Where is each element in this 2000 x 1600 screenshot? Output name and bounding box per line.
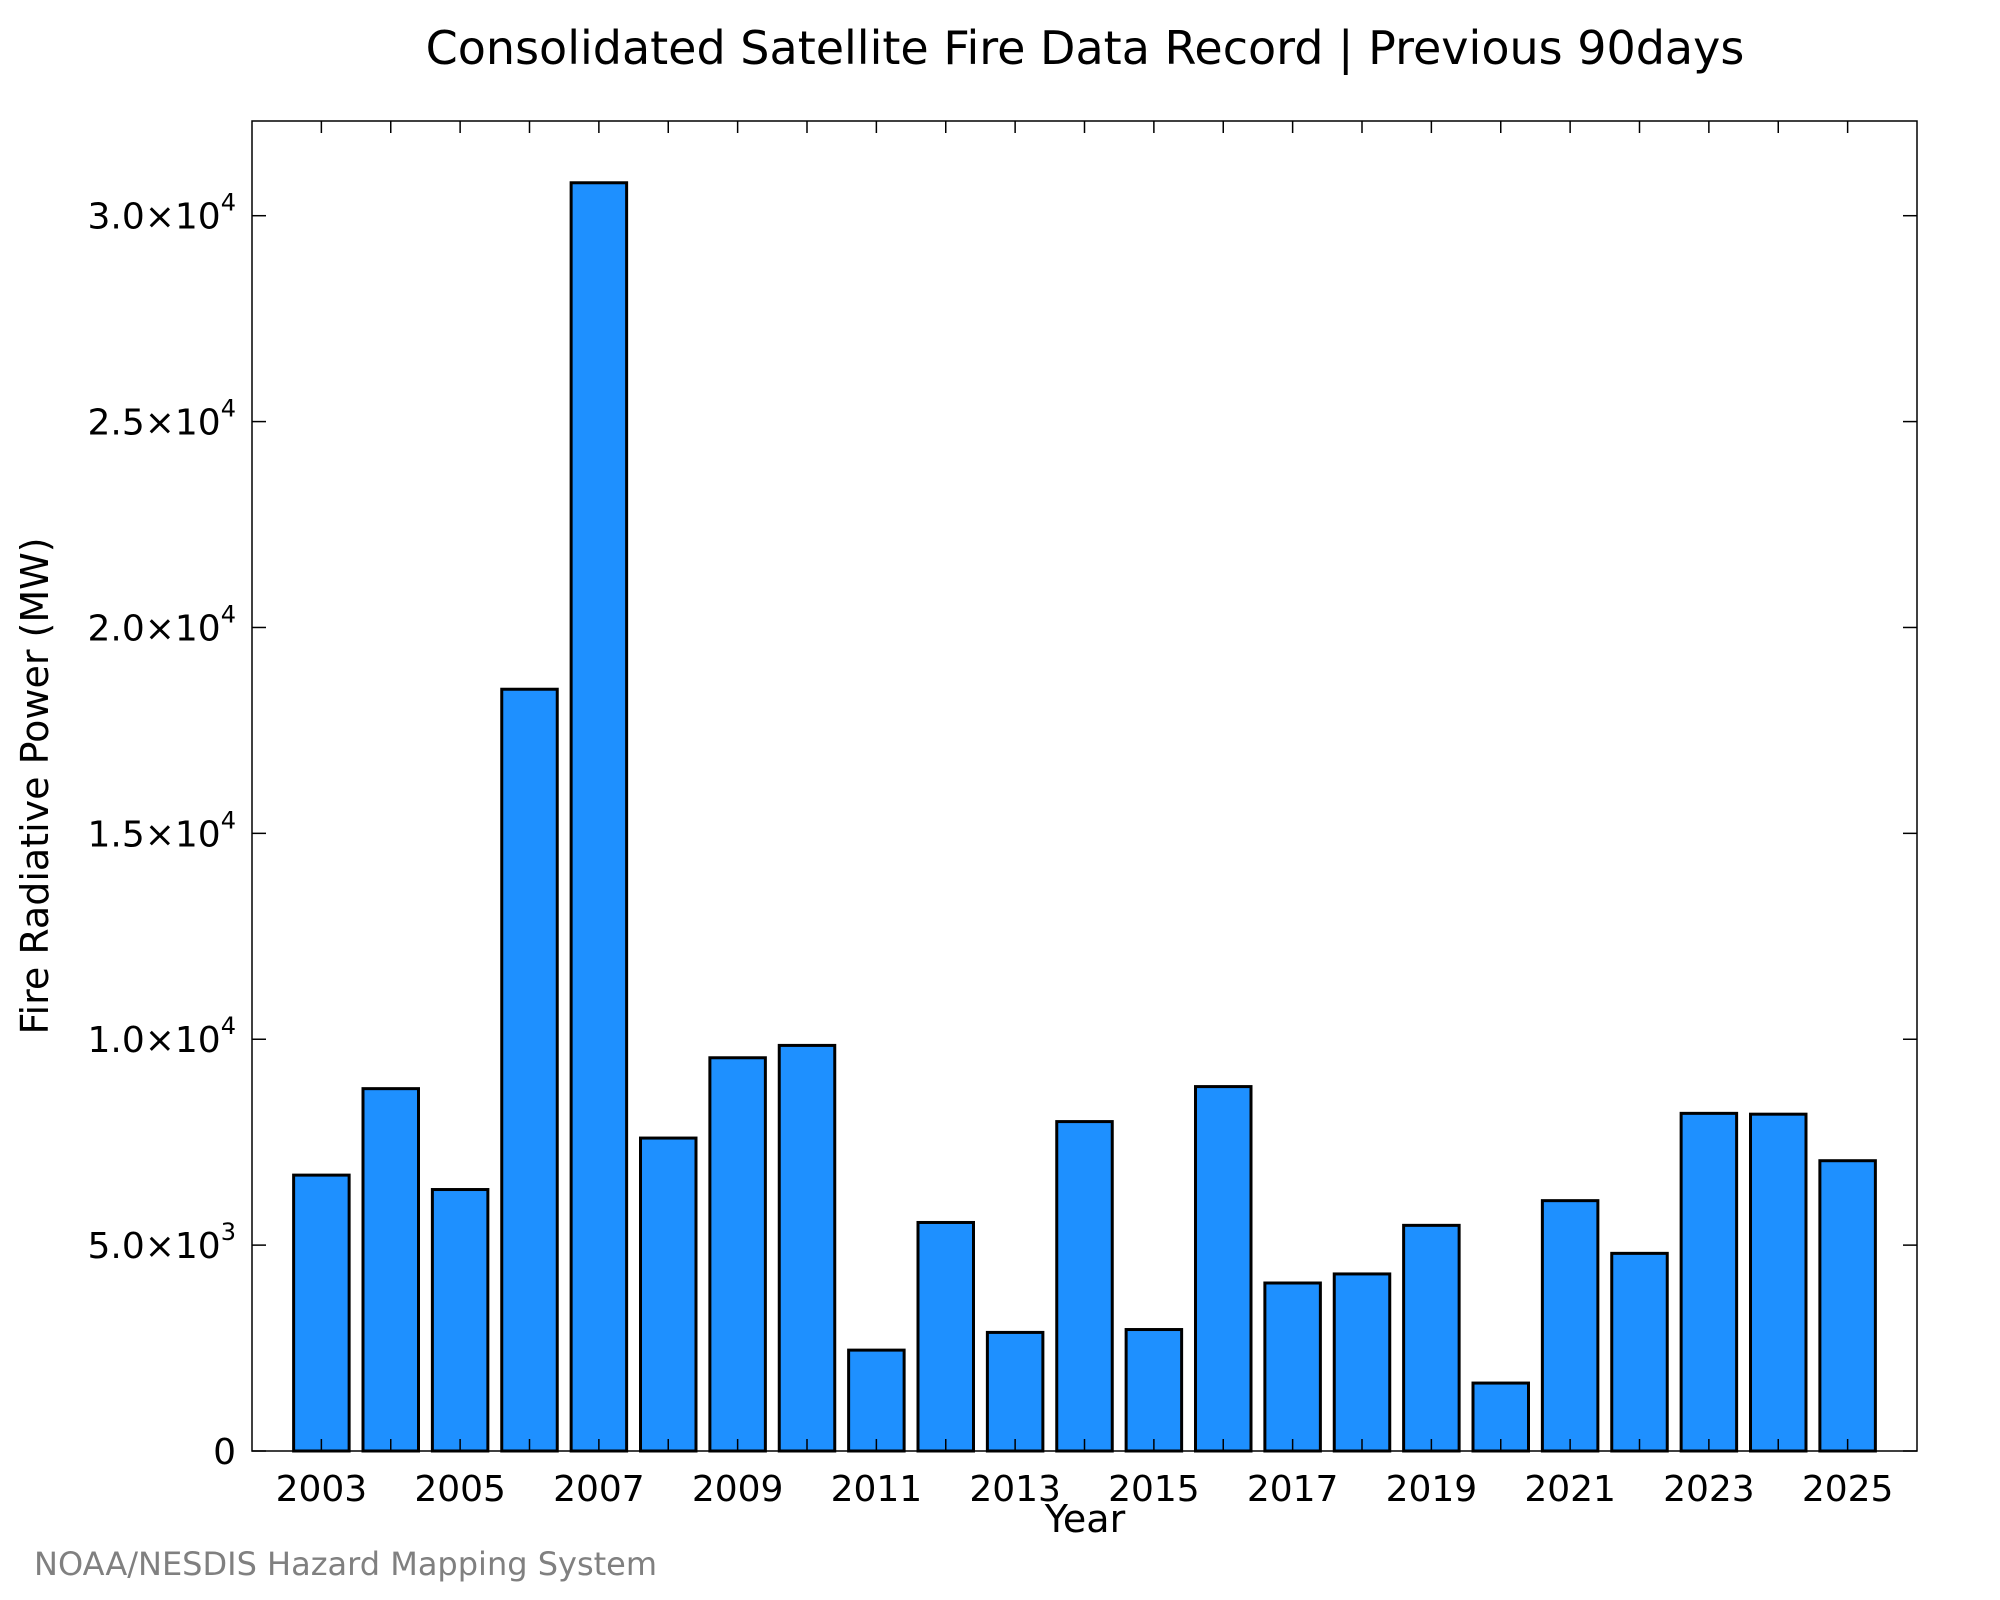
plot-frame	[251, 120, 1918, 1452]
x-tick-label: 2009	[692, 1469, 784, 1510]
bar-2010	[777, 1043, 837, 1453]
bar-2016	[1194, 1085, 1253, 1453]
x-axis-label: Year	[1044, 1497, 1126, 1541]
y-tick-label: 1.0×104	[87, 1012, 236, 1061]
bar-2019	[1402, 1223, 1461, 1453]
bar-2006	[500, 687, 559, 1453]
chart-title: Consolidated Satellite Fire Data Record …	[426, 21, 1745, 76]
bar-2021	[1540, 1199, 1600, 1453]
y-tick-labels: 0 5.0×103 1.0×104 1.5×104 2.0×104 2.5×104 3.0×…	[87, 189, 236, 1473]
bar-2013	[985, 1330, 1045, 1453]
y-tick-label: 5.0×103	[87, 1218, 236, 1267]
bar-2007	[569, 181, 629, 1453]
x-tick-labels: 2003 2005 2007 2009 2011 2013 2015 2017 2019 2021…	[276, 1469, 1894, 1510]
y-axis-label: Fire Radiative Power (MW)	[13, 537, 57, 1034]
x-tick-label: 2003	[276, 1469, 368, 1510]
bar-2003	[292, 1173, 351, 1453]
x-tick-label: 2005	[414, 1469, 506, 1510]
bar-2011	[847, 1348, 906, 1453]
bar-2022	[1610, 1251, 1669, 1453]
bar-2025	[1818, 1159, 1877, 1453]
bar-2017	[1263, 1281, 1322, 1453]
y-tick-label: 3.0×104	[87, 189, 236, 238]
y-tick-label: 2.0×104	[87, 600, 236, 649]
source-credit: NOAA/NESDIS Hazard Mapping System	[34, 1545, 657, 1583]
y-tick-label: 0	[213, 1432, 236, 1473]
bar-2018	[1332, 1272, 1392, 1453]
x-tick-label: 2025	[1802, 1469, 1894, 1510]
bar-2024	[1749, 1112, 1808, 1453]
x-tick-label: 2007	[553, 1469, 645, 1510]
x-tick-label: 2015	[1108, 1469, 1200, 1510]
x-tick-label: 2017	[1247, 1469, 1339, 1510]
x-tick-label: 2021	[1524, 1469, 1616, 1510]
bar-2012	[916, 1220, 975, 1453]
bars-layer	[292, 181, 1877, 1453]
bar-2004	[361, 1087, 420, 1453]
x-tick-label: 2023	[1663, 1469, 1755, 1510]
x-tick-label: 2011	[831, 1469, 923, 1510]
x-tick-label: 2013	[969, 1469, 1061, 1510]
bar-2005	[430, 1188, 490, 1453]
y-tick-label: 1.5×104	[87, 806, 236, 855]
y-tick-label: 2.5×104	[87, 395, 236, 444]
bar-2008	[639, 1136, 698, 1453]
bar-2023	[1679, 1111, 1739, 1453]
axis-ticks	[252, 121, 1917, 1452]
bar-2015	[1124, 1328, 1184, 1453]
bar-2009	[708, 1056, 767, 1453]
x-tick-label: 2019	[1386, 1469, 1478, 1510]
bar-2014	[1055, 1120, 1114, 1453]
